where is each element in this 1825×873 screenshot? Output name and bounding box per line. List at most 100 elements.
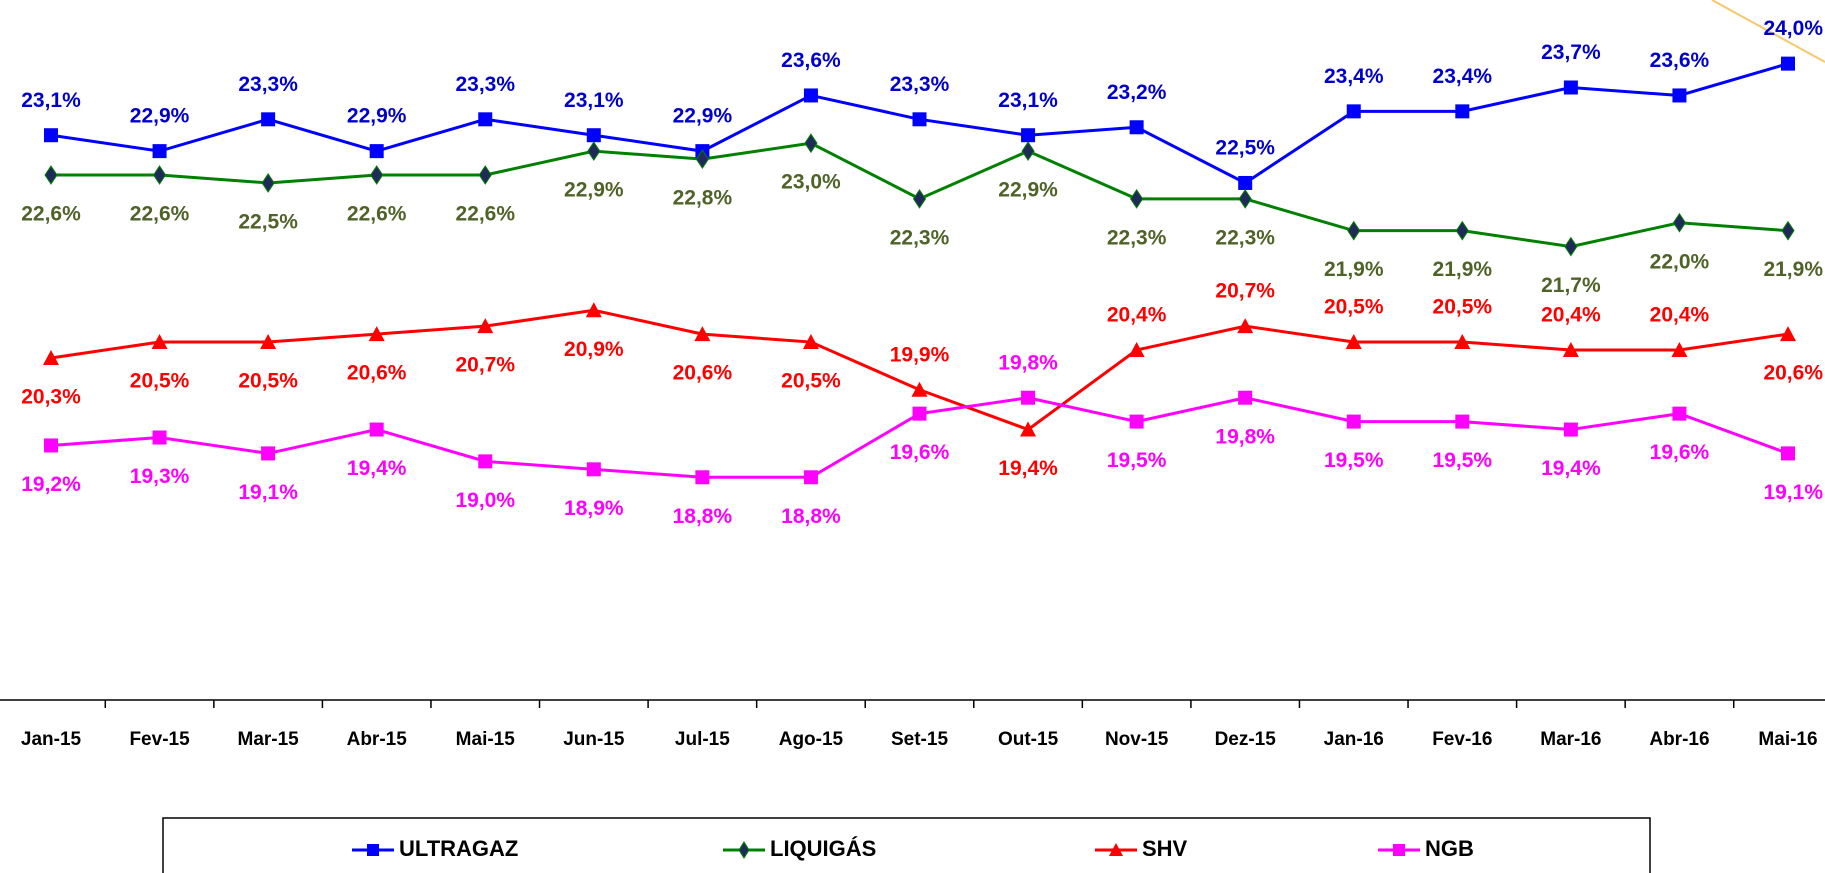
marker [1781,446,1795,461]
data-label: 19,3% [130,465,190,488]
marker [1238,390,1253,405]
marker [803,470,818,485]
data-label: 20,7% [1215,280,1275,303]
data-label: 19,1% [238,481,298,504]
marker [803,88,818,103]
marker [43,349,59,365]
x-tick-label: Jan-15 [21,729,82,750]
data-label: 19,6% [1650,441,1710,464]
data-label: 23,3% [238,73,298,96]
data-label: 20,6% [1763,362,1823,385]
data-label: 22,9% [347,105,407,128]
data-label: 20,5% [1324,296,1384,319]
data-label: 22,3% [1215,226,1275,249]
data-label: 21,9% [1324,258,1384,281]
marker [1238,175,1253,190]
marker [694,326,711,342]
marker [367,844,379,856]
marker [1671,342,1688,357]
data-label: 21,9% [1433,258,1493,281]
data-label: 22,6% [347,203,407,226]
marker [912,188,927,209]
marker [44,165,58,185]
marker [369,144,384,159]
marker [1563,80,1578,95]
marker [152,144,167,159]
data-label: 19,1% [1763,481,1823,504]
data-label: 22,8% [673,187,733,210]
data-label: 19,9% [890,343,950,366]
data-label: 23,3% [890,73,950,96]
data-label: 19,5% [1107,449,1167,472]
marker [44,438,58,453]
data-label: 20,6% [347,362,407,385]
marker [1129,120,1144,135]
data-label: 19,2% [21,473,81,496]
data-label: 19,8% [1215,425,1275,448]
marker [1130,188,1144,209]
legend-label: NGB [1425,836,1474,861]
data-label: 22,9% [564,179,624,202]
legend-label: ULTRAGAZ [399,836,518,861]
marker [368,326,385,342]
x-tick-label: Jun-15 [563,729,625,750]
x-tick-label: Dez-15 [1215,729,1277,750]
data-label: 19,4% [1541,457,1601,480]
marker [804,133,818,154]
marker [1238,188,1252,209]
x-tick-label: Mai-15 [456,729,516,750]
data-label: 20,5% [130,370,190,393]
x-tick-label: Fev-15 [129,729,190,750]
marker [695,470,710,485]
x-tick-label: Jan-16 [1324,729,1384,750]
data-label: 23,4% [1433,65,1493,88]
data-label: 18,9% [564,497,624,520]
data-label: 20,4% [1541,304,1601,327]
data-label: 23,7% [1541,41,1601,64]
data-label: 18,8% [781,505,841,528]
data-label: 19,4% [998,457,1058,480]
marker [152,165,167,185]
data-label: 20,6% [673,362,733,385]
marker [44,128,58,143]
marker [1021,128,1036,143]
decoration [1711,0,1825,63]
marker [478,112,493,127]
marker [1020,421,1037,437]
marker [1672,88,1687,103]
marker [261,112,276,127]
data-label: 21,9% [1763,258,1823,281]
marker [1455,220,1469,241]
data-label: 23,1% [564,89,624,112]
data-label: 22,6% [130,203,190,226]
marker [1237,318,1254,334]
data-label: 20,3% [21,386,81,409]
data-label: 19,8% [998,351,1058,374]
marker [1455,104,1470,119]
data-label: 23,3% [455,73,515,96]
marker [1128,342,1145,357]
x-tick-label: Fev-16 [1432,729,1492,750]
data-label: 20,5% [1433,296,1493,319]
x-tick-label: Out-15 [998,729,1059,750]
marker [912,112,927,127]
data-label: 22,0% [1650,250,1710,273]
marker [1345,334,1362,350]
marker [1129,414,1144,429]
x-tick-label: Nov-15 [1105,729,1169,750]
data-label: 22,9% [130,105,190,128]
x-tick-label: Abr-16 [1649,729,1709,750]
marker [1021,141,1035,162]
data-label: 20,5% [238,370,298,393]
data-label: 20,9% [564,338,624,361]
marker [802,334,819,350]
marker [369,422,384,437]
data-label: 22,9% [673,105,733,128]
x-tick-label: Ago-15 [779,729,844,750]
marker [912,406,927,421]
marker [586,462,601,477]
data-label: 23,0% [781,171,841,194]
marker [370,165,384,185]
